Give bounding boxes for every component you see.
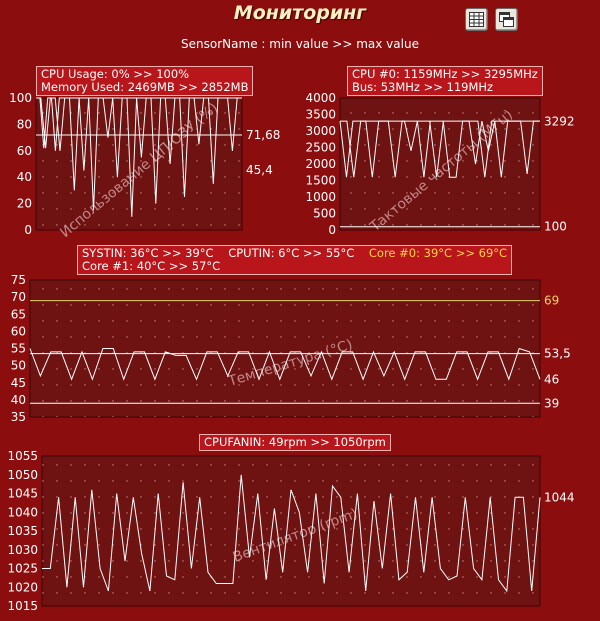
clock-ytick-label: 1500: [305, 174, 336, 188]
table-view-button[interactable]: [465, 8, 488, 31]
fan-ytick-label: 1020: [7, 580, 38, 594]
systin-legend-entry: SYSTIN: 36°C >> 39°C: [82, 246, 214, 260]
usage-ytick-label: 80: [17, 117, 32, 131]
window-title: Мониторинг: [233, 2, 367, 24]
core1-legend-entry: Core #1: 40°C >> 57°C: [82, 259, 221, 273]
fan-ytick-label: 1055: [7, 449, 38, 463]
clock-marker-label: 100: [544, 220, 567, 234]
clock-ytick-label: 3500: [305, 108, 336, 122]
temp-ytick-label: 45: [11, 376, 26, 390]
fan-ytick-label: 1015: [7, 599, 38, 613]
usage-marker-label: 45,4: [246, 163, 273, 177]
fan-ytick-label: 1035: [7, 524, 38, 538]
usage-ytick-label: 100: [9, 91, 32, 105]
memory-used-legend-entry: Memory Used: 2469MB >> 2852MB: [41, 80, 249, 94]
temp-grid: [30, 280, 540, 417]
fan-ytick-label: 1050: [7, 468, 38, 482]
usage-legend: CPU Usage: 0% >> 100% Memory Used: 2469M…: [36, 66, 254, 96]
sensor-format-caption: SensorName : min value >> max value: [181, 37, 419, 51]
fan-ytick-label: 1025: [7, 562, 38, 576]
cpu-usage-legend-entry: CPU Usage: 0% >> 100%: [41, 67, 190, 81]
temp-ytick-label: 70: [11, 290, 26, 304]
temp-ytick-label: 40: [11, 393, 26, 407]
fan-marker-label: 1044: [544, 490, 575, 504]
usage-marker-label: 71,68: [246, 128, 280, 142]
clock-ytick-label: 500: [313, 207, 336, 221]
usage-cpu-activity-line: [36, 97, 242, 217]
usage-ytick-label: 0: [24, 223, 32, 237]
fan-chart: 105510501045104010351030102510201015Вент…: [7, 449, 574, 613]
bus-clock-legend-entry: Bus: 53MHz >> 119MHz: [352, 80, 494, 94]
fan-series-line: [42, 474, 541, 593]
clock-ytick-label: 3000: [305, 124, 336, 138]
clock-ytick-label: 2500: [305, 141, 336, 155]
temp-series-line: [29, 347, 541, 381]
usage-ytick-label: 60: [17, 144, 32, 158]
restore-window-button[interactable]: [495, 8, 518, 31]
cpufanin-legend-entry: CPUFANIN: 49rpm >> 1050rpm: [204, 435, 386, 449]
usage-ytick-label: 40: [17, 170, 32, 184]
clock-marker-label: 3292: [544, 114, 575, 128]
clock-ytick-label: 1000: [305, 190, 336, 204]
cpu0-clock-legend-entry: CPU #0: 1159MHz >> 3295MHz: [352, 67, 538, 81]
temp-ytick-label: 60: [11, 324, 26, 338]
cputin-legend-entry: CPUTIN: 6°C >> 55°C: [228, 246, 355, 260]
fan-ytick-label: 1030: [7, 543, 38, 557]
temperature-legend: SYSTIN: 36°C >> 39°C CPUTIN: 6°C >> 55°C…: [77, 245, 513, 275]
fan-ytick-label: 1045: [7, 487, 38, 501]
core0-legend-entry: Core #0: 39°C >> 69°C: [368, 246, 508, 260]
temp-ytick-label: 65: [11, 307, 26, 321]
restore-window-icon: [499, 12, 514, 27]
clock-ytick-label: 0: [328, 223, 336, 237]
temp-marker-label: 53,5: [544, 347, 571, 361]
clock-series-line: [340, 120, 540, 178]
clock-frequency-line: [339, 120, 540, 178]
temp-ytick-label: 55: [11, 342, 26, 356]
temp-marker-label: 39: [544, 396, 559, 410]
fan-ytick-label: 1040: [7, 505, 38, 519]
table-icon: [469, 12, 484, 27]
clock-ytick-label: 2000: [305, 157, 336, 171]
usage-ytick-label: 20: [17, 197, 32, 211]
temp-ytick-label: 35: [11, 410, 26, 424]
temp-ytick-label: 50: [11, 359, 26, 373]
clock-ytick-label: 4000: [305, 91, 336, 105]
temp-ytick-label: 75: [11, 273, 26, 287]
temp-marker-label: 46: [544, 372, 559, 386]
fan-legend: CPUFANIN: 49rpm >> 1050rpm: [199, 434, 391, 451]
clock-legend: CPU #0: 1159MHz >> 3295MHz Bus: 53MHz >>…: [347, 66, 543, 96]
fan-grid: [42, 456, 540, 606]
temp-marker-label: 69: [544, 294, 559, 308]
